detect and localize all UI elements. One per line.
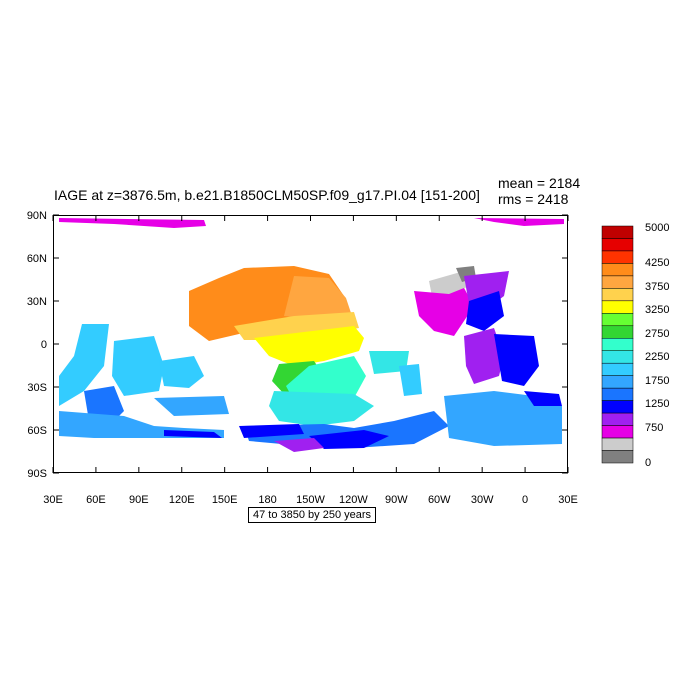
lon-tick-label: 60W [428, 494, 451, 506]
colorbar-label: 1250 [645, 398, 669, 410]
lat-tick-label: 60N [27, 253, 47, 265]
southern-ocean-pacific [244, 411, 449, 448]
rms-label: rms = 2418 [498, 191, 569, 207]
arctic-region-west [59, 218, 206, 228]
lat-tick-label: 30N [27, 296, 47, 308]
lon-tick-label: 180 [258, 494, 276, 506]
south-atlantic-blue [524, 391, 562, 406]
colorbar-label: 5000 [645, 222, 669, 234]
north-atlantic-gray [429, 271, 469, 296]
peru-patch [399, 364, 422, 396]
lon-tick-label: 30E [43, 494, 63, 506]
central-indian-region [112, 336, 164, 396]
southern-ocean-blue-strip [164, 430, 222, 438]
colorbar-swatch [601, 450, 634, 464]
lon-tick-label: 120E [169, 494, 195, 506]
drake-strip [239, 424, 304, 438]
colorbar-swatch [601, 350, 634, 364]
lon-tick-label: 90E [129, 494, 149, 506]
equatorial-pacific-region [254, 326, 364, 366]
colorbar-swatch [601, 313, 634, 327]
lon-tick-label: 60E [86, 494, 106, 506]
colorbar-swatch [601, 387, 634, 401]
colorbar-swatch [601, 400, 634, 414]
colorbar-label: 3250 [645, 304, 669, 316]
colorbar-swatch [601, 263, 634, 277]
colorbar-swatch [601, 425, 634, 439]
colorbar-swatch [601, 362, 634, 376]
colorbar-swatch [601, 325, 634, 339]
southern-ocean-deep-blue [309, 430, 389, 449]
southern-ocean-central [154, 396, 229, 416]
colorbar-label: 3750 [645, 281, 669, 293]
lon-tick-label: 90W [385, 494, 408, 506]
colorbar-label: 4250 [645, 257, 669, 269]
lon-tick-label: 150E [212, 494, 238, 506]
lat-tick-label: 90S [27, 468, 47, 480]
southern-ocean-purple [274, 438, 324, 452]
mean-label: mean = 2184 [498, 175, 581, 191]
west-indian-region [59, 324, 109, 406]
north-atlantic-magenta [414, 288, 474, 336]
lon-tick-label: 150W [296, 494, 325, 506]
colorbar-swatch [601, 375, 634, 389]
atlantic-equatorial-blue [494, 334, 539, 386]
plot-title: IAGE at z=3876.5m, b.e21.B1850CLM50SP.f0… [54, 187, 480, 203]
southern-ocean-atlantic [444, 391, 562, 446]
lon-tick-label: 120W [339, 494, 368, 506]
colorbar-label: 1750 [645, 375, 669, 387]
colorbar-swatch [601, 300, 634, 314]
colorbar-swatch [601, 412, 634, 426]
map-frame [53, 215, 568, 473]
colorbar-label: 2250 [645, 351, 669, 363]
lat-tick-label: 60S [27, 425, 47, 437]
colorbar-swatch [601, 288, 634, 302]
east-pacific-patch [369, 351, 409, 374]
lat-tick-label: 0 [41, 339, 47, 351]
lat-tick-label: 90N [27, 210, 47, 222]
south-pacific-cyan-region [269, 391, 374, 426]
colorbar-swatch [601, 238, 634, 252]
lon-tick-label: 30E [558, 494, 578, 506]
east-indian-region [159, 356, 204, 388]
arctic-region-east [474, 218, 564, 226]
colorbar-swatch [601, 437, 634, 451]
lat-tick-label: 30S [27, 382, 47, 394]
colorbar-swatch [601, 338, 634, 351]
atlantic-equatorial-purple [464, 328, 504, 384]
colorbar-swatch [601, 250, 634, 264]
north-atlantic-blue [466, 291, 504, 331]
lon-tick-label: 30W [471, 494, 494, 506]
colorbar-label: 750 [645, 422, 663, 434]
colorbar-label: 2750 [645, 328, 669, 340]
colorbar-label: 0 [645, 457, 651, 469]
colorbar-swatch [601, 275, 634, 289]
lon-tick-label: 0 [522, 494, 528, 506]
ocean-age-map [59, 218, 564, 452]
colorbar-swatch [601, 225, 634, 239]
contour-range-caption: 47 to 3850 by 250 years [248, 507, 377, 523]
north-pacific-east-region [284, 276, 352, 320]
